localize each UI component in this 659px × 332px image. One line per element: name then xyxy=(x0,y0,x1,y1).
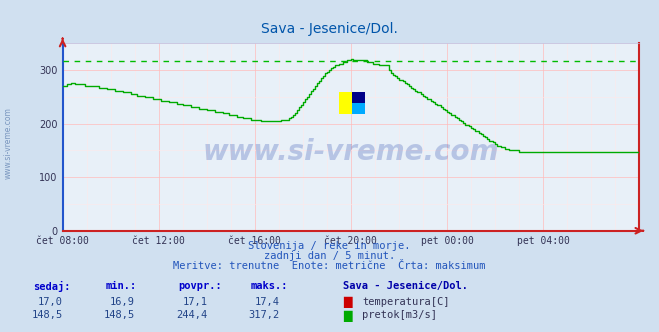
Text: pretok[m3/s]: pretok[m3/s] xyxy=(362,310,438,320)
Text: 148,5: 148,5 xyxy=(104,310,135,320)
Text: maks.:: maks.: xyxy=(250,281,288,290)
Text: 16,9: 16,9 xyxy=(110,297,135,307)
FancyBboxPatch shape xyxy=(339,92,365,115)
Text: min.:: min.: xyxy=(105,281,136,290)
Text: 317,2: 317,2 xyxy=(249,310,280,320)
Text: zadnji dan / 5 minut.: zadnji dan / 5 minut. xyxy=(264,251,395,261)
Text: 244,4: 244,4 xyxy=(177,310,208,320)
Text: temperatura[C]: temperatura[C] xyxy=(362,297,450,307)
Text: povpr.:: povpr.: xyxy=(178,281,221,290)
Text: www.si-vreme.com: www.si-vreme.com xyxy=(203,138,499,166)
Text: sedaj:: sedaj: xyxy=(33,281,71,291)
Text: Sava - Jesenice/Dol.: Sava - Jesenice/Dol. xyxy=(343,281,468,290)
Text: Sava - Jesenice/Dol.: Sava - Jesenice/Dol. xyxy=(261,22,398,36)
FancyBboxPatch shape xyxy=(353,103,365,115)
FancyBboxPatch shape xyxy=(353,92,365,103)
Text: 17,1: 17,1 xyxy=(183,297,208,307)
Text: Meritve: trenutne  Enote: metrične  Črta: maksimum: Meritve: trenutne Enote: metrične Črta: … xyxy=(173,261,486,271)
Text: 17,4: 17,4 xyxy=(255,297,280,307)
Text: 17,0: 17,0 xyxy=(38,297,63,307)
Text: █: █ xyxy=(343,297,351,308)
Text: 148,5: 148,5 xyxy=(32,310,63,320)
Text: Slovenija / reke in morje.: Slovenija / reke in morje. xyxy=(248,241,411,251)
Text: www.si-vreme.com: www.si-vreme.com xyxy=(3,107,13,179)
Text: █: █ xyxy=(343,310,351,322)
